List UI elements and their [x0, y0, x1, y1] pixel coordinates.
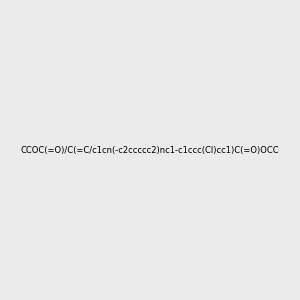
Text: CCOC(=O)/C(=C/c1cn(-c2ccccc2)nc1-c1ccc(Cl)cc1)C(=O)OCC: CCOC(=O)/C(=C/c1cn(-c2ccccc2)nc1-c1ccc(C…: [21, 146, 279, 154]
